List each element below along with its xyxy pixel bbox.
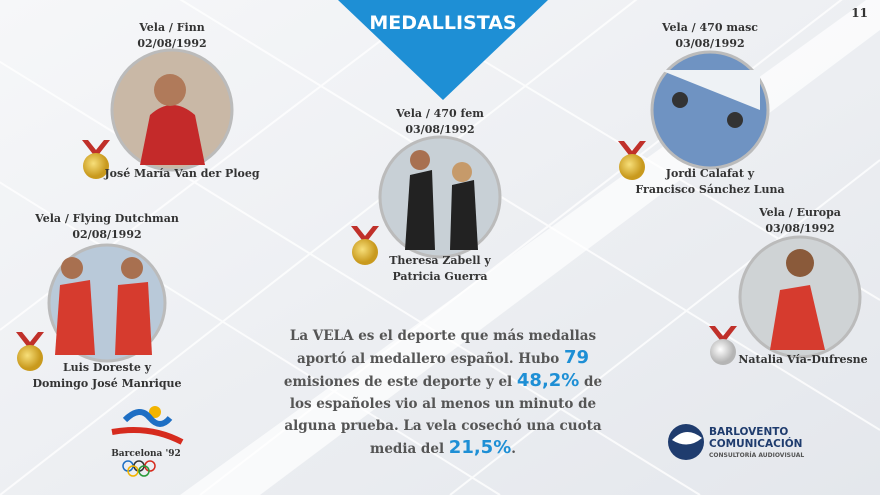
medalist-name: Natalia Vía-Dufresne [738, 352, 867, 368]
text: José María Van der Ploeg [104, 167, 260, 180]
text: 03/08/1992 [405, 123, 475, 136]
text: La VELA es el deporte que más medallas a… [289, 328, 597, 367]
text: Luis Doreste y [62, 361, 152, 374]
medalist-name: Theresa Zabell y Patricia Guerra [389, 253, 491, 285]
summary: La VELA es el deporte que más medallas a… [276, 325, 610, 460]
text: Jordi Calafat y [665, 167, 755, 180]
company-tagline: CONSULTORÍA AUDIOVISUAL [709, 452, 805, 459]
text: Vela / Europa [759, 206, 841, 219]
text: Francisco Sánchez Luna [635, 183, 785, 196]
text: de los españoles vio al menos un minuto … [284, 374, 603, 457]
text: BARLOVENTO [709, 426, 789, 438]
page-number: 11 [851, 6, 868, 20]
text: 03/08/1992 [765, 222, 835, 235]
title: MEDALLISTAS [369, 12, 517, 34]
text: 79 [563, 347, 590, 368]
medalist-name: Jordi Calafat y Francisco Sánchez Luna [635, 166, 784, 198]
text: 02/08/1992 [137, 37, 207, 50]
barcelona-logo-text: Barcelona '92 [111, 449, 181, 459]
company-name: BARLOVENTO COMUNICACIÓN [709, 426, 802, 450]
medalist-event: Vela / Flying Dutchman 02/08/1992 [35, 211, 179, 243]
text: Domingo José Manrique [32, 377, 182, 390]
medalist-name: Luis Doreste y Domingo José Manrique [32, 360, 181, 392]
text: Vela / 470 fem [396, 107, 484, 120]
text: Natalia Vía-Dufresne [738, 353, 868, 366]
text: Theresa Zabell y [389, 254, 491, 267]
text: Vela / Finn [139, 21, 205, 34]
text: emisiones de este deporte y el [283, 374, 517, 390]
medalist-event: Vela / Europa 03/08/1992 [759, 205, 841, 237]
text: . [511, 441, 516, 457]
text: 48,2% [516, 370, 580, 391]
text: Patricia Guerra [392, 270, 488, 283]
text: Vela / 470 masc [662, 21, 758, 34]
text: 03/08/1992 [675, 37, 745, 50]
medalist-event: Vela / 470 fem 03/08/1992 [396, 106, 484, 138]
text: COMUNICACIÓN [709, 438, 803, 450]
text: 21,5% [448, 437, 512, 458]
text: 02/08/1992 [72, 228, 142, 241]
medalist-event: Vela / 470 masc 03/08/1992 [662, 20, 758, 52]
medalist-name: José María Van der Ploeg [104, 166, 259, 182]
text: Vela / Flying Dutchman [35, 212, 179, 225]
medalist-event: Vela / Finn 02/08/1992 [137, 20, 206, 52]
